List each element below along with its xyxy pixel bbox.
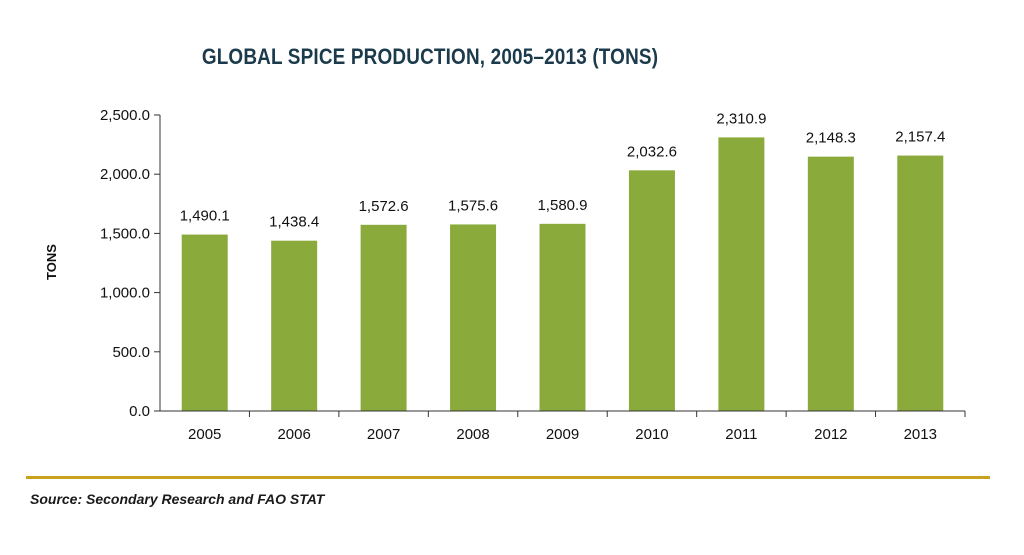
source-note: Source: Secondary Research and FAO STAT xyxy=(30,491,325,507)
bar xyxy=(807,156,854,411)
y-tick-label: 1,500.0 xyxy=(100,225,150,242)
y-axis-label: TONS xyxy=(44,244,59,280)
y-axis-title: TONS xyxy=(44,244,59,280)
value-labels: 1,490.1 1,438.4 1,572.6 1,575.6 1,580.9 2,032… xyxy=(180,110,946,230)
x-tick-label: 2006 xyxy=(277,426,310,443)
data-label: 1,490.1 xyxy=(180,208,230,225)
data-label: 2,310.9 xyxy=(716,110,766,127)
data-label: 1,572.6 xyxy=(359,198,409,215)
bar xyxy=(450,224,497,411)
data-label: 2,032.6 xyxy=(627,143,677,160)
bar xyxy=(718,137,765,411)
x-tick-label: 2011 xyxy=(725,426,757,443)
data-label: 1,575.6 xyxy=(448,197,498,214)
x-tick-label: 2010 xyxy=(635,426,668,443)
bar xyxy=(897,155,944,411)
y-axis-ticks: 0.0 500.0 1,000.0 1,500.0 2,000.0 2,500.0 xyxy=(100,107,160,420)
bars xyxy=(181,137,944,411)
bar xyxy=(628,170,675,411)
y-tick-label: 500.0 xyxy=(112,344,150,361)
y-tick-label: 2,000.0 xyxy=(100,166,150,183)
x-tick-label: 2008 xyxy=(456,426,489,443)
y-tick-label: 2,500.0 xyxy=(100,107,150,124)
bar xyxy=(271,240,318,411)
bar xyxy=(539,223,586,411)
x-tick-label: 2013 xyxy=(904,426,937,443)
divider xyxy=(26,476,990,479)
data-label: 1,580.9 xyxy=(537,197,587,214)
bar-chart: TONS 0.0 500.0 1,000.0 1,500.0 2,000.0 2,500.… xyxy=(44,107,966,443)
y-tick-label: 1,000.0 xyxy=(100,285,150,302)
data-label: 2,157.4 xyxy=(895,129,945,146)
y-tick-label: 0.0 xyxy=(129,403,150,420)
x-tick-label: 2009 xyxy=(546,426,579,443)
x-tick-label: 2012 xyxy=(814,426,847,443)
axes xyxy=(159,115,965,412)
data-label: 1,438.4 xyxy=(269,214,319,231)
x-axis-ticks: 2005 2006 2007 2008 2009 2010 2011 2012 2013 xyxy=(188,411,966,443)
x-tick-label: 2005 xyxy=(188,426,221,443)
bar xyxy=(181,234,228,411)
x-tick-label: 2007 xyxy=(367,426,400,443)
bar xyxy=(360,224,407,411)
chart-title: GLOBAL SPICE PRODUCTION, 2005–2013 (TONS… xyxy=(201,44,659,69)
data-label: 2,148.3 xyxy=(806,130,856,147)
